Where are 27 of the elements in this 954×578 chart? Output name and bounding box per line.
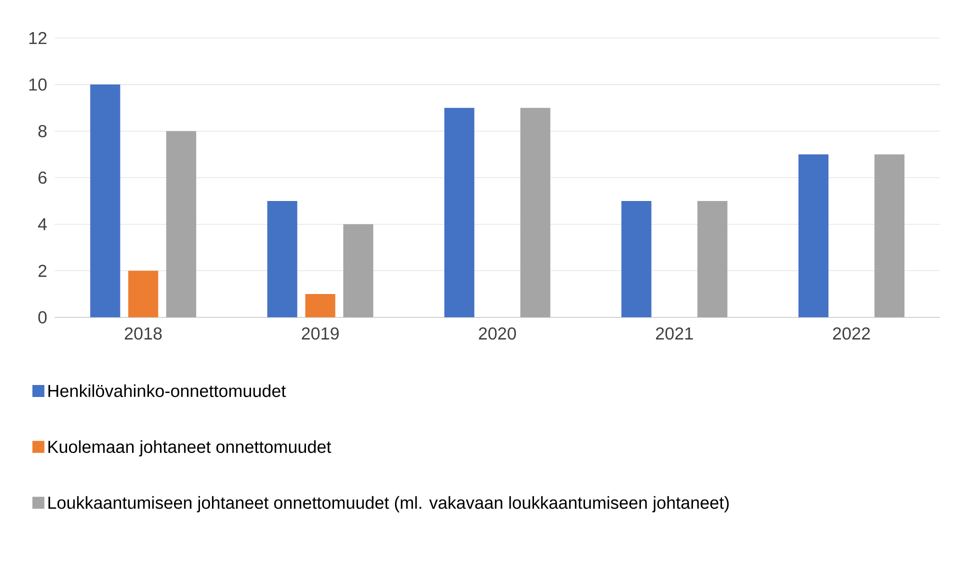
bar (798, 154, 828, 318)
x-tick-label: 2020 (478, 327, 516, 340)
legend-label: Loukkaantumiseen johtaneet onnettomuudet (ml. vakavaan loukkaantumiseen johtaneet) (48, 496, 729, 512)
legend-label: Henkilövahinko-onnettomuudet (48, 384, 286, 398)
bar (520, 108, 550, 318)
bar (874, 154, 904, 318)
bar (444, 108, 474, 318)
y-tick-label: 10 (29, 78, 47, 91)
x-tick-label: 2019 (302, 327, 339, 340)
y-tick-label: 12 (29, 32, 46, 44)
bar (90, 84, 120, 318)
x-tick-label: 2021 (656, 327, 693, 340)
bar (166, 131, 196, 318)
y-tick-label: 0 (38, 311, 47, 324)
bar (621, 200, 652, 318)
y-tick-label: 4 (38, 218, 47, 230)
legend-label: Kuolemaan johtaneet onnettomuudet (48, 440, 332, 456)
y-tick-label: 8 (38, 124, 47, 138)
bar (343, 224, 374, 318)
y-tick-label: 6 (38, 172, 47, 184)
bar (697, 200, 728, 318)
x-tick-label: 2018 (124, 327, 162, 340)
bar (267, 200, 298, 318)
y-tick-label: 2 (38, 264, 46, 277)
x-tick-label: 2022 (833, 327, 870, 340)
bar (128, 270, 158, 318)
bar (305, 294, 336, 318)
